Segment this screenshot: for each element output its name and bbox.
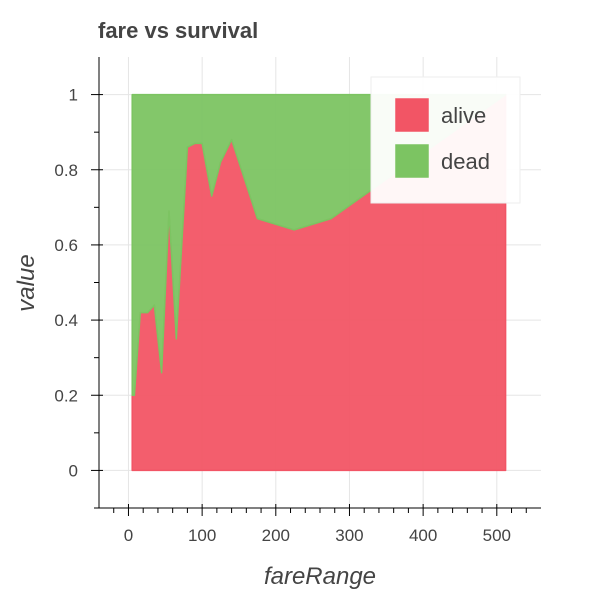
x-tick-label: 400 (409, 526, 437, 545)
legend-swatch-dead (395, 144, 429, 178)
chart-title: fare vs survival (98, 18, 258, 43)
y-tick-label: 0.4 (54, 311, 78, 330)
y-tick-label: 0.2 (54, 386, 78, 405)
legend-label-dead: dead (441, 149, 490, 174)
x-tick-label: 500 (483, 526, 511, 545)
x-tick-label: 0 (124, 526, 133, 545)
legend: alive dead (370, 76, 521, 204)
legend-box (370, 76, 521, 204)
y-tick-label: 0.6 (54, 236, 78, 255)
y-tick-label: 0 (69, 461, 78, 480)
y-tick-label: 1 (69, 86, 78, 105)
x-tick-label: 300 (335, 526, 363, 545)
y-tick-label: 0.8 (54, 161, 78, 180)
x-tick-label: 100 (188, 526, 216, 545)
x-axis-label: fareRange (264, 563, 376, 590)
axes: 0 100 200 300 400 500 0 0.2 0.4 0.6 0.8 1 (54, 57, 541, 545)
y-axis-label: value (13, 254, 40, 311)
x-tick-label: 200 (262, 526, 290, 545)
legend-label-alive: alive (441, 103, 486, 128)
legend-swatch-alive (395, 98, 429, 132)
